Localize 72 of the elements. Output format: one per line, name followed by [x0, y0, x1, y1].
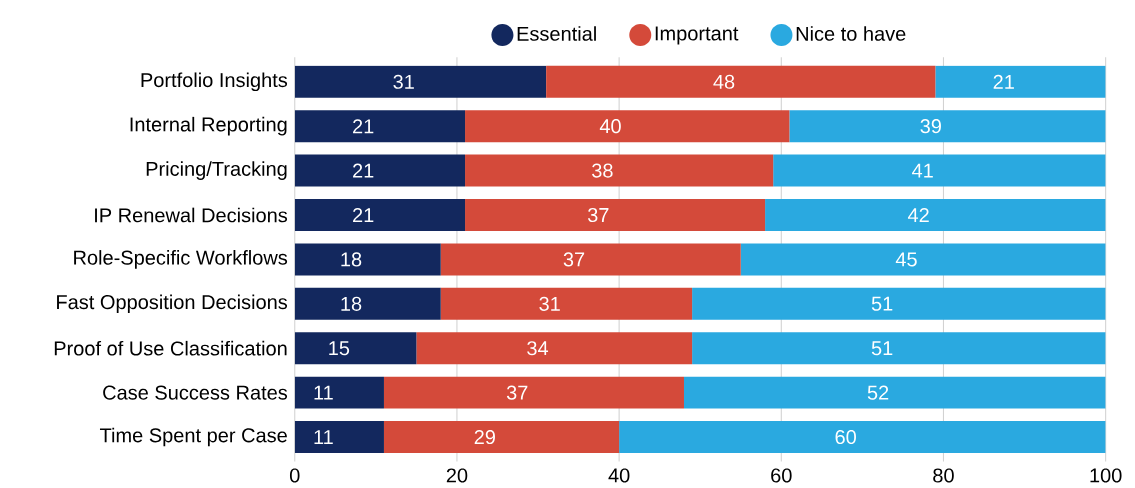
- data-label: 15: [329, 341, 350, 356]
- data-label: 52: [867, 385, 889, 400]
- data-label: 18: [341, 296, 362, 311]
- data-label: 51: [871, 296, 893, 311]
- bar: [294, 332, 417, 365]
- data-label: 51: [871, 341, 893, 356]
- bar: [383, 420, 620, 453]
- bar: [294, 243, 441, 276]
- legend-label: Nice to have: [796, 26, 906, 41]
- y-tick-label: Case Success Rates: [103, 385, 288, 400]
- data-label: 37: [506, 385, 528, 400]
- bar: [294, 376, 384, 409]
- bar: [740, 243, 1106, 276]
- y-tick-label: Role-Specific Workflows: [74, 250, 288, 269]
- bar: [935, 65, 1106, 98]
- data-label: 18: [341, 252, 362, 267]
- data-label: 37: [587, 207, 609, 223]
- bar: [294, 420, 384, 453]
- bar: [294, 198, 466, 231]
- bar: [294, 65, 547, 98]
- bar: [683, 376, 1106, 409]
- y-tick-label: Fast Opposition Decisions: [57, 294, 288, 314]
- data-label: 34: [527, 341, 549, 356]
- y-tick-label: IP Renewal Decisions: [95, 207, 288, 223]
- data-label: 11: [314, 430, 333, 444]
- data-label: 38: [592, 163, 613, 178]
- bar: [294, 287, 441, 320]
- bar: [692, 332, 1106, 365]
- bar: [440, 287, 693, 320]
- bar: [416, 332, 693, 365]
- x-tick-label: 0: [289, 468, 300, 483]
- data-label: 45: [895, 252, 917, 267]
- y-tick-label: Time Spent per Case: [99, 427, 287, 447]
- data-label: 39: [920, 119, 941, 134]
- x-tick-label: 20: [446, 468, 468, 483]
- data-label: 21: [993, 74, 1014, 89]
- data-label: 11: [314, 385, 333, 400]
- data-label: 21: [353, 207, 374, 222]
- data-label: 29: [474, 429, 495, 445]
- data-label: 60: [835, 429, 856, 445]
- bar: [465, 198, 766, 231]
- y-tick-label: Proof of Use Classification: [54, 340, 287, 356]
- x-tick-label: 60: [771, 468, 792, 483]
- bar: [619, 420, 1106, 453]
- y-tick-label: Pricing/Tracking: [146, 161, 287, 180]
- legend-label: Important: [655, 26, 739, 45]
- bar: [765, 198, 1106, 231]
- data-label: 31: [539, 296, 560, 311]
- x-tick-label: 100: [1090, 468, 1122, 483]
- bar: [465, 154, 774, 187]
- bar: [546, 65, 936, 98]
- bar: [465, 110, 790, 143]
- bar: [692, 287, 1106, 320]
- data-label: 41: [912, 163, 933, 178]
- bar: [294, 154, 466, 187]
- data-label: 21: [353, 119, 374, 134]
- y-tick-label: Portfolio Insights: [141, 72, 288, 92]
- bar: [789, 110, 1106, 143]
- data-label: 37: [563, 252, 585, 267]
- data-label: 21: [353, 163, 374, 178]
- data-label: 31: [393, 74, 414, 89]
- bar: [773, 154, 1106, 187]
- data-label: 42: [907, 207, 929, 222]
- bar: [440, 243, 741, 276]
- legend-label: Essential: [517, 26, 596, 41]
- data-label: 40: [599, 119, 621, 134]
- bar: [294, 110, 466, 143]
- x-tick-label: 40: [608, 468, 630, 483]
- y-tick-label: Internal Reporting: [130, 116, 287, 136]
- data-label: 48: [713, 74, 735, 89]
- x-tick-label: 80: [933, 468, 954, 483]
- bar: [383, 376, 684, 409]
